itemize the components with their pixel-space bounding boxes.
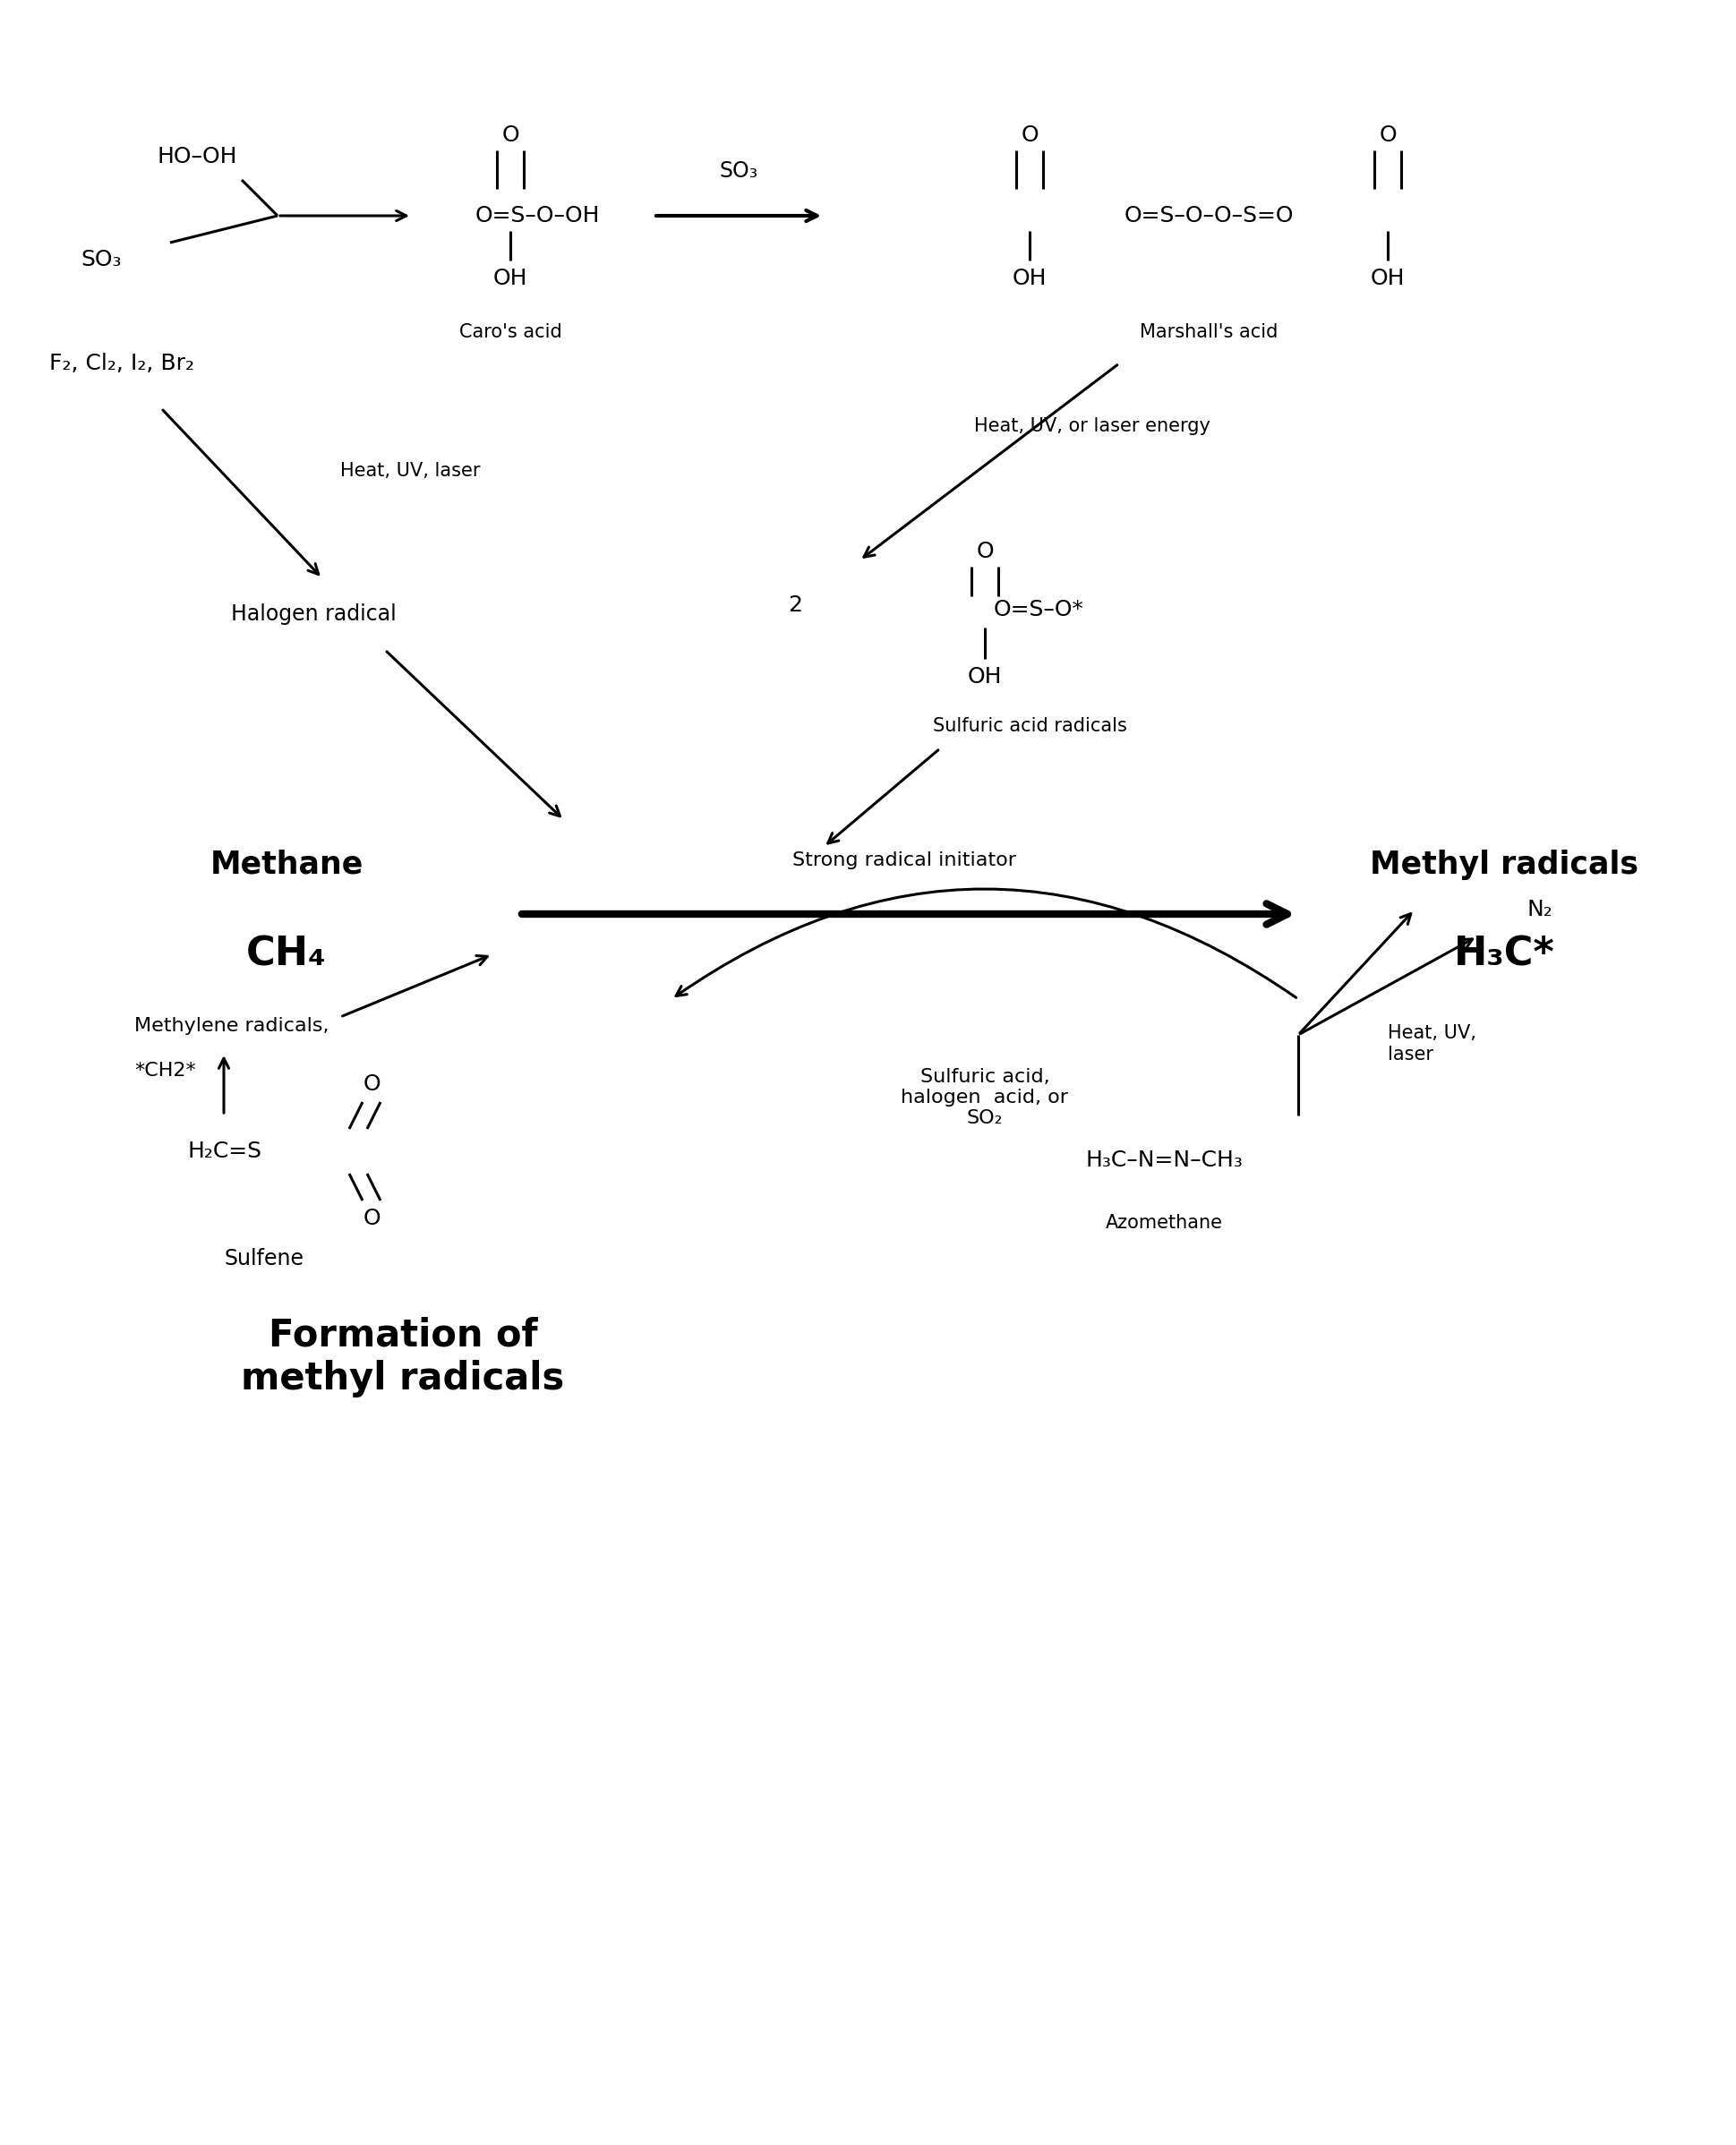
Text: O: O	[502, 124, 519, 146]
Text: Heat, UV,
laser: Heat, UV, laser	[1387, 1025, 1476, 1064]
Text: O: O	[363, 1072, 380, 1094]
Text: Sulfene: Sulfene	[224, 1248, 304, 1270]
Text: O: O	[363, 1208, 380, 1229]
Text: Caro's acid: Caro's acid	[458, 324, 561, 341]
Text: O: O	[1378, 124, 1396, 146]
Text: Heat, UV, laser: Heat, UV, laser	[340, 461, 481, 480]
Text: Strong radical initiator: Strong radical initiator	[792, 852, 1016, 869]
Text: O: O	[1021, 124, 1038, 146]
Text: O=S–O*: O=S–O*	[993, 598, 1083, 620]
Text: HO–OH: HO–OH	[156, 146, 236, 167]
Text: 2: 2	[788, 594, 802, 616]
Text: SO₃: SO₃	[80, 249, 122, 270]
Text: O=S–O–O–S=O: O=S–O–O–S=O	[1123, 206, 1293, 227]
Text: CH₄: CH₄	[247, 935, 326, 974]
Text: Azomethane: Azomethane	[1104, 1214, 1222, 1231]
Text: O: O	[976, 541, 993, 562]
Text: OH: OH	[967, 667, 1002, 689]
Text: *CH2*: *CH2*	[134, 1062, 196, 1079]
Text: N₂: N₂	[1526, 899, 1552, 920]
Text: Heat, UV, or laser energy: Heat, UV, or laser energy	[974, 416, 1210, 435]
Text: Sulfuric acid radicals: Sulfuric acid radicals	[932, 716, 1127, 736]
Text: H₂C=S: H₂C=S	[187, 1141, 262, 1163]
Text: Sulfuric acid,
halogen  acid, or
SO₂: Sulfuric acid, halogen acid, or SO₂	[901, 1068, 1068, 1128]
Text: F₂, Cl₂, I₂, Br₂: F₂, Cl₂, I₂, Br₂	[49, 352, 194, 373]
Text: OH: OH	[493, 268, 528, 290]
Text: O=S–O–OH: O=S–O–OH	[474, 206, 599, 227]
Text: Methyl radicals: Methyl radicals	[1370, 849, 1637, 879]
Text: Halogen radical: Halogen radical	[231, 603, 396, 624]
Text: Methylene radicals,: Methylene radicals,	[134, 1017, 328, 1034]
Text: Marshall's acid: Marshall's acid	[1139, 324, 1278, 341]
Text: OH: OH	[1370, 268, 1404, 290]
Text: Formation of
methyl radicals: Formation of methyl radicals	[241, 1317, 564, 1399]
Text: SO₃: SO₃	[719, 161, 757, 182]
Text: Methane: Methane	[210, 849, 363, 879]
Text: OH: OH	[1012, 268, 1047, 290]
Text: H₃C*: H₃C*	[1453, 935, 1554, 974]
Text: H₃C–N=N–CH₃: H₃C–N=N–CH₃	[1085, 1150, 1241, 1171]
